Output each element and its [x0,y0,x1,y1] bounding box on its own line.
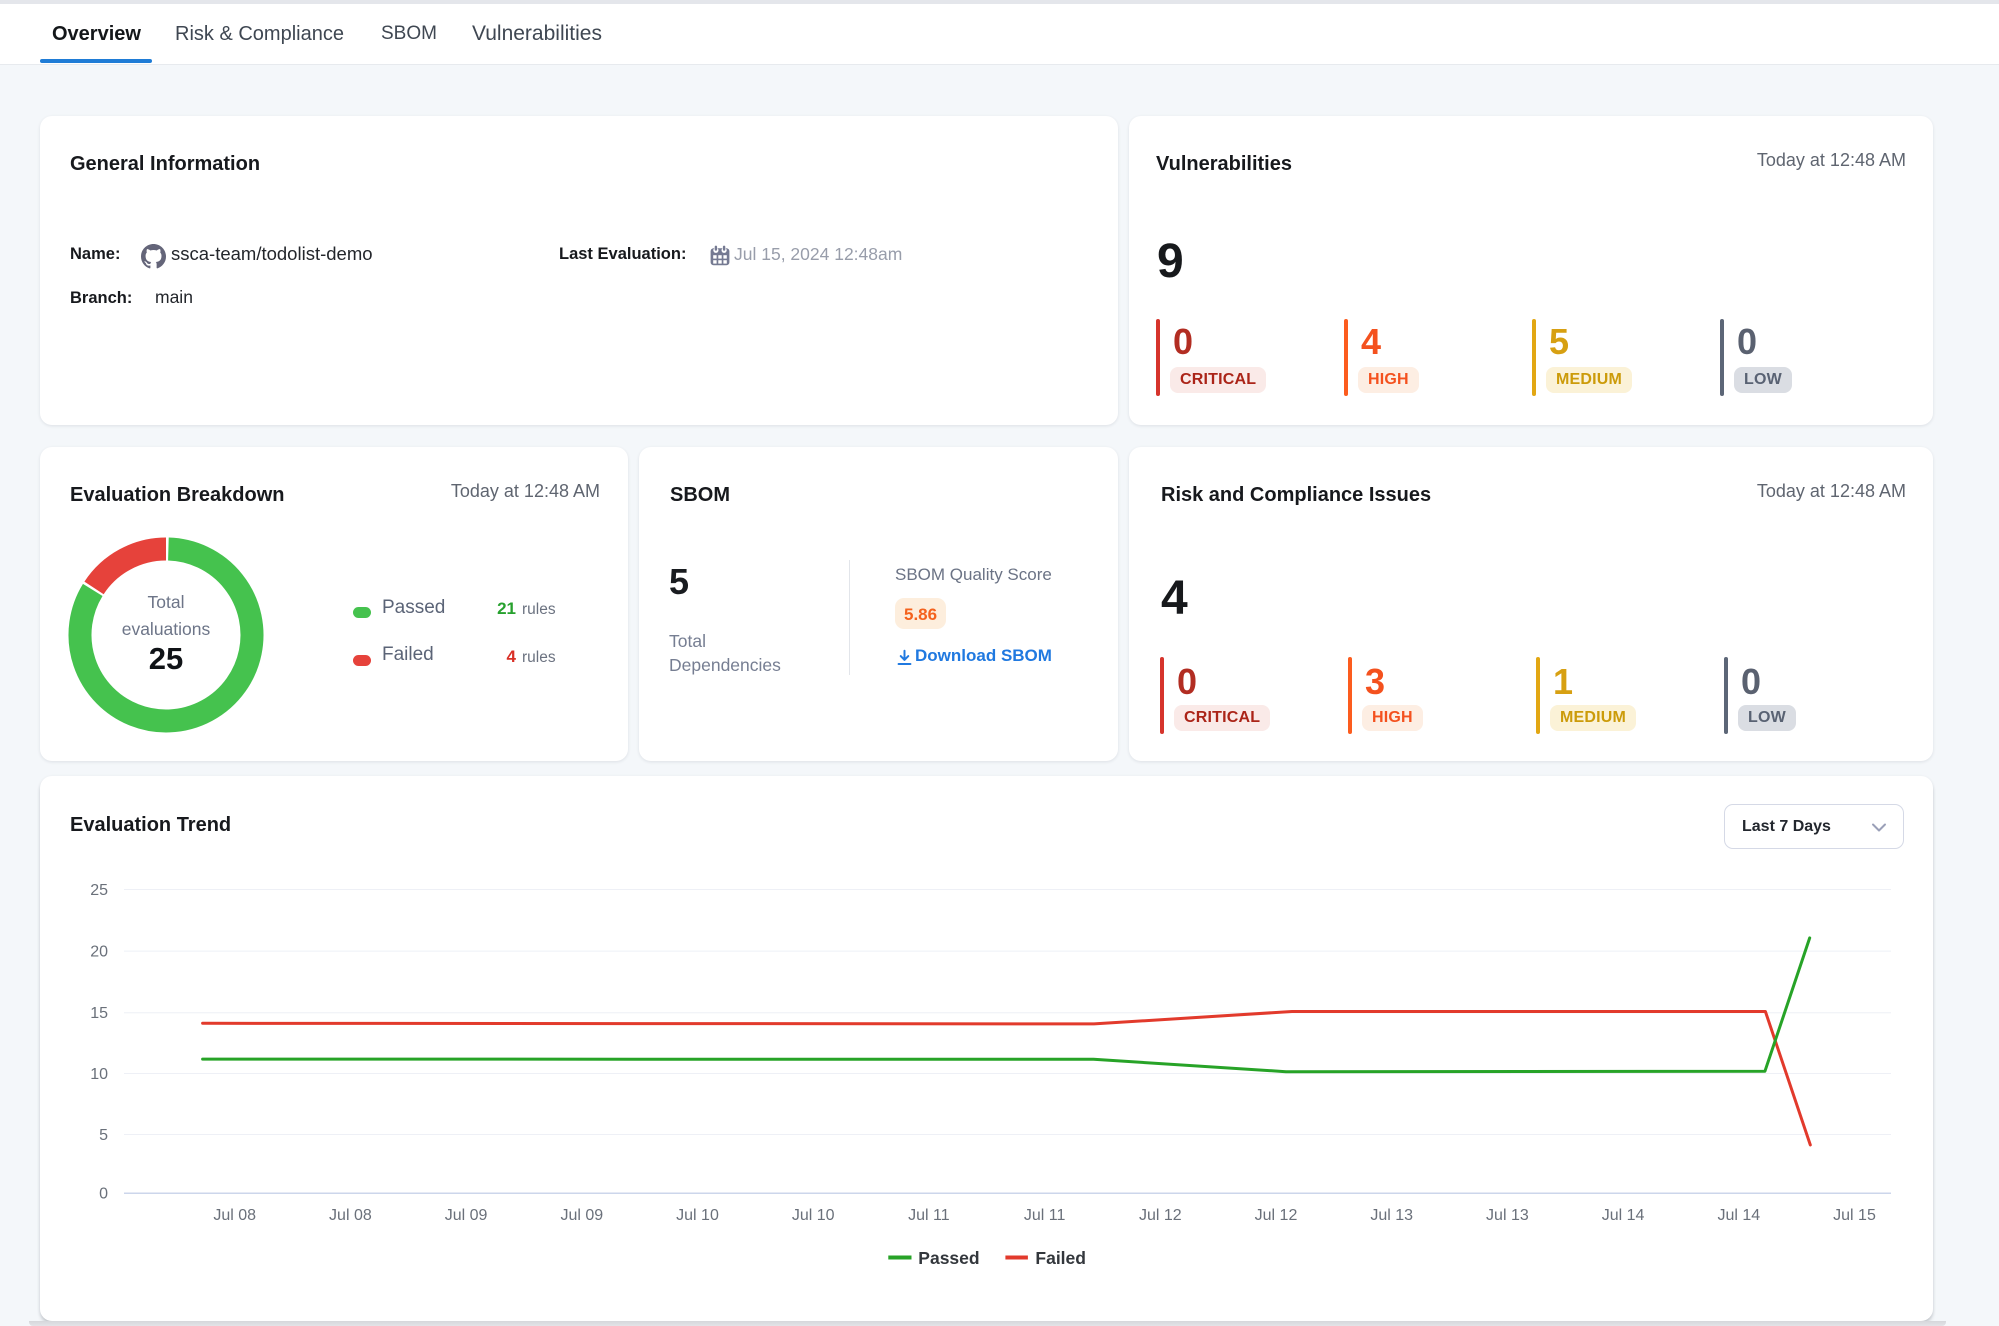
svg-text:Jul 13: Jul 13 [1370,1207,1413,1224]
svg-text:Jul 12: Jul 12 [1255,1207,1298,1224]
svg-text:Jul 08: Jul 08 [329,1207,372,1224]
svg-text:Jul 11: Jul 11 [908,1207,950,1224]
svg-text:Jul 09: Jul 09 [445,1207,488,1224]
svg-text:15: 15 [90,1005,108,1022]
svg-text:Passed: Passed [918,1248,979,1268]
svg-text:10: 10 [90,1066,108,1083]
svg-text:20: 20 [90,944,108,961]
svg-text:Jul 09: Jul 09 [560,1207,603,1224]
svg-text:Jul 13: Jul 13 [1486,1207,1529,1224]
svg-text:25: 25 [90,882,108,899]
svg-text:Jul 08: Jul 08 [213,1207,256,1224]
svg-text:Jul 14: Jul 14 [1602,1207,1645,1224]
svg-text:Failed: Failed [1035,1248,1086,1268]
svg-text:Jul 10: Jul 10 [676,1207,719,1224]
svg-text:Jul 14: Jul 14 [1717,1207,1760,1224]
svg-text:Jul 10: Jul 10 [792,1207,835,1224]
svg-text:Jul 11: Jul 11 [1024,1207,1066,1224]
svg-text:Jul 15: Jul 15 [1833,1207,1876,1224]
svg-text:0: 0 [99,1186,108,1203]
svg-text:Jul 12: Jul 12 [1139,1207,1182,1224]
svg-text:5: 5 [99,1127,108,1144]
